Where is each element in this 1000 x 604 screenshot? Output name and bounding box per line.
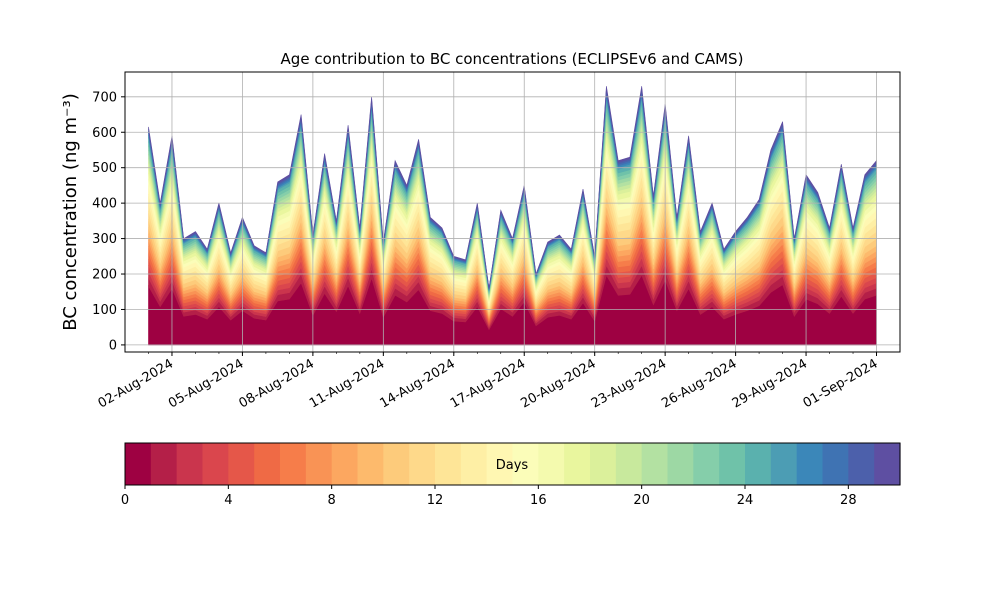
colorbar-swatch (254, 443, 281, 485)
x-tick-label: 26-Aug-2024 (659, 356, 739, 411)
colorbar-swatch (822, 443, 849, 485)
colorbar-swatch (125, 443, 152, 485)
colorbar-swatch (280, 443, 307, 485)
colorbar-swatch (874, 443, 901, 485)
colorbar-tick-label: 12 (427, 493, 444, 508)
colorbar-swatch (460, 443, 488, 485)
colorbar-tick-label: 8 (328, 493, 336, 508)
colorbar-swatch (331, 443, 359, 485)
colorbar-swatch (745, 443, 772, 485)
grid-lines (125, 72, 900, 352)
y-axis-label: BC concentration (ng m⁻³) (60, 93, 81, 331)
colorbar-swatch (435, 443, 462, 485)
colorbar-swatch (693, 443, 720, 485)
y-tick-label: 0 (109, 338, 117, 353)
colorbar-tick-label: 24 (737, 493, 754, 508)
colorbar-tick-label: 28 (840, 493, 857, 508)
colorbar-swatch (512, 443, 539, 485)
x-tick-label: 08-Aug-2024 (237, 356, 317, 411)
colorbar-swatch (305, 443, 333, 485)
colorbar-frame (124, 442, 901, 486)
colorbar-tick-label: 0 (121, 493, 129, 508)
x-tick-label: 29-Aug-2024 (730, 356, 810, 411)
x-tick-label: 23-Aug-2024 (589, 356, 669, 411)
x-tick-label: 11-Aug-2024 (307, 356, 387, 411)
x-tick-label: 05-Aug-2024 (166, 356, 246, 411)
colorbar-swatch (719, 443, 746, 485)
colorbar-swatch (641, 443, 669, 485)
colorbar-ticks: 0 4 8 12 16 20 24 28 (121, 485, 857, 508)
colorbar-swatch (357, 443, 384, 485)
colorbar-swatch (667, 443, 694, 485)
y-tick-label: 100 (92, 303, 117, 318)
x-tick-label: 14-Aug-2024 (377, 356, 457, 411)
y-tick-label: 300 (92, 232, 117, 247)
colorbar-tick-label: 20 (633, 493, 650, 508)
colorbar-label: Days (496, 458, 529, 473)
plot-area (148, 86, 877, 346)
colorbar-swatch (615, 443, 643, 485)
x-tick-label: 17-Aug-2024 (448, 356, 528, 411)
y-tick-label: 700 (92, 90, 117, 105)
colorbar-swatch (590, 443, 617, 485)
colorbar-swatch (150, 443, 178, 485)
y-tick-label: 200 (92, 268, 117, 283)
y-tick-label: 600 (92, 126, 117, 141)
colorbar-swatch (796, 443, 824, 485)
colorbar-swatch (848, 443, 875, 485)
colorbar-swatch (202, 443, 229, 485)
colorbar-swatch (486, 443, 514, 485)
y-axis: 0 100 200 300 400 500 600 700 (92, 90, 125, 353)
x-tick-label: 20-Aug-2024 (518, 356, 598, 411)
colorbar (125, 443, 901, 485)
y-tick-label: 400 (92, 197, 117, 212)
colorbar-swatch (564, 443, 591, 485)
colorbar-swatch (383, 443, 410, 485)
colorbar-swatch (228, 443, 255, 485)
x-tick-label: 02-Aug-2024 (96, 356, 176, 411)
colorbar-tick-label: 4 (224, 493, 232, 508)
colorbar-swatch (770, 443, 798, 485)
colorbar-swatch (409, 443, 436, 485)
x-tick-label: 01-Sep-2024 (801, 356, 881, 411)
colorbar-swatch (538, 443, 565, 485)
plot-frame (124, 71, 901, 353)
colorbar-swatch (176, 443, 204, 485)
chart-title: Age contribution to BC concentrations (E… (281, 50, 744, 68)
y-tick-label: 500 (92, 161, 117, 176)
x-axis: 02-Aug-202405-Aug-202408-Aug-202411-Aug-… (96, 352, 881, 412)
colorbar-tick-label: 16 (530, 493, 547, 508)
